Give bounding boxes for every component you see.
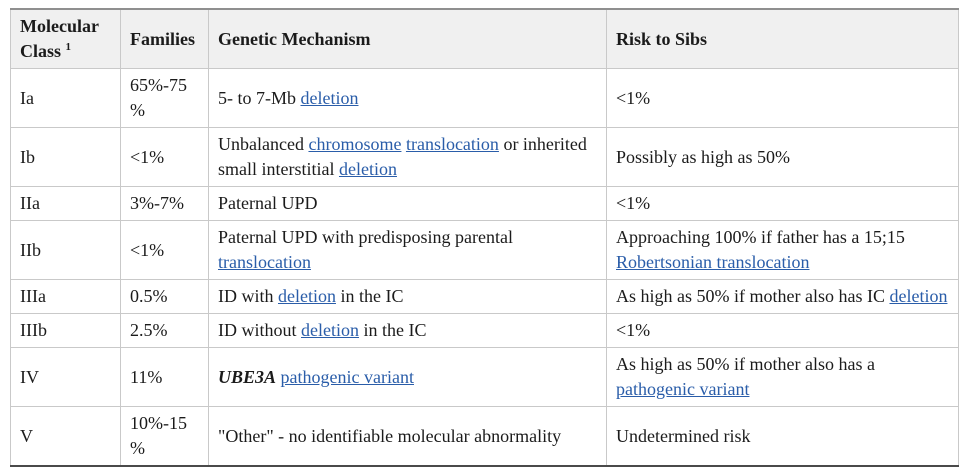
inline-link[interactable]: translocation [405, 134, 499, 154]
cell-families: 2.5% [120, 313, 209, 348]
cell-risk-to-sibs: Undetermined risk [606, 406, 959, 467]
cell-families: <1% [120, 220, 209, 280]
table-row: Ib <1% Unbalanced chromosome translocati… [10, 127, 959, 187]
inline-link[interactable]: translocation [218, 252, 311, 272]
text-segment: As high as 50% if mother also has IC [616, 286, 890, 306]
cell-risk-to-sibs: <1% [606, 313, 959, 348]
inline-link[interactable]: Robertsonian translocation [616, 252, 810, 272]
cell-risk-to-sibs: <1% [606, 68, 959, 128]
cell-families: 11% [120, 347, 209, 407]
molecular-class-table: Molecular Class 1 Families Genetic Mecha… [10, 8, 959, 467]
cell-genetic-mechanism: Paternal UPD with predisposing parental … [208, 220, 607, 280]
cell-risk-to-sibs: As high as 50% if mother also has IC del… [606, 279, 959, 314]
text-segment: "Other" - no identifiable molecular abno… [218, 425, 562, 446]
cell-families: 65%-75% [120, 68, 209, 128]
header-row: Molecular Class 1 Families Genetic Mecha… [10, 8, 959, 69]
text-segment: <1% [616, 87, 651, 108]
footnote-ref: 1 [65, 41, 72, 53]
cell-risk-to-sibs: Approaching 100% if father has a 15;15 R… [606, 220, 959, 280]
inline-link[interactable]: deletion [278, 286, 336, 306]
column-header-families: Families [120, 8, 209, 69]
cell-molecular-class: Ia [10, 68, 121, 128]
text-segment: UBE3A [218, 366, 277, 387]
cell-genetic-mechanism: "Other" - no identifiable molecular abno… [208, 406, 607, 467]
cell-risk-to-sibs: <1% [606, 186, 959, 221]
cell-genetic-mechanism: Paternal UPD [208, 186, 607, 221]
text-segment: Paternal UPD [218, 193, 318, 213]
text-segment: Undetermined risk [616, 425, 751, 446]
column-header-molecular-class: Molecular Class 1 [10, 8, 121, 69]
text-segment: Unbalanced [218, 134, 309, 154]
text-segment: Approaching 100% if father has a 15;15 [616, 227, 905, 247]
text-segment: <1% [616, 193, 651, 213]
cell-families: 0.5% [120, 279, 209, 314]
table-row: IIa 3%-7% Paternal UPD <1% [10, 186, 959, 221]
cell-molecular-class: Ib [10, 127, 121, 187]
cell-families: 3%-7% [120, 186, 209, 221]
inline-link[interactable]: pathogenic variant [616, 379, 750, 399]
cell-families: <1% [120, 127, 209, 187]
table-row: V 10%-15% "Other" - no identifiable mole… [10, 406, 959, 467]
text-segment: As high as 50% if mother also has a [616, 354, 875, 374]
cell-molecular-class: V [10, 406, 121, 467]
table-body: Ia 65%-75% 5- to 7-Mb deletion <1% Ib <1… [10, 68, 959, 467]
cell-genetic-mechanism: Unbalanced chromosome translocation or i… [208, 127, 607, 187]
cell-molecular-class: IIIa [10, 279, 121, 314]
cell-molecular-class: IV [10, 347, 121, 407]
inline-link[interactable]: deletion [338, 159, 397, 179]
text-segment: ID with [218, 286, 278, 306]
inline-link[interactable]: deletion [889, 286, 948, 306]
table-row: IIIb 2.5% ID without deletion in the IC … [10, 313, 959, 348]
inline-link[interactable]: deletion [300, 87, 359, 108]
table-row: IV 11% UBE3A pathogenic variant As high … [10, 347, 959, 407]
text-segment: in the IC [335, 286, 404, 306]
cell-risk-to-sibs: As high as 50% if mother also has a path… [606, 347, 959, 407]
inline-link[interactable]: pathogenic variant [280, 366, 414, 387]
text-segment: or inherited small interstitial [218, 134, 587, 179]
inline-link[interactable]: chromosome [308, 134, 402, 154]
cell-molecular-class: IIIb [10, 313, 121, 348]
inline-link[interactable]: deletion [301, 320, 359, 340]
cell-risk-to-sibs: Possibly as high as 50% [606, 127, 959, 187]
table-row: IIIa 0.5% ID with deletion in the IC As … [10, 279, 959, 314]
text-segment: <1% [616, 320, 651, 340]
text-segment: Possibly as high as 50% [616, 146, 791, 167]
text-segment: in the IC [358, 320, 427, 340]
cell-genetic-mechanism: ID without deletion in the IC [208, 313, 607, 348]
cell-genetic-mechanism: UBE3A pathogenic variant [208, 347, 607, 407]
text-segment: Paternal UPD with predisposing parental [218, 227, 513, 247]
column-header-genetic-mechanism: Genetic Mechanism [208, 8, 607, 69]
header-label: Molecular Class [20, 16, 99, 61]
text-segment: ID without [218, 320, 301, 340]
column-header-risk-to-sibs: Risk to Sibs [606, 8, 959, 69]
cell-molecular-class: IIb [10, 220, 121, 280]
cell-genetic-mechanism: ID with deletion in the IC [208, 279, 607, 314]
cell-molecular-class: IIa [10, 186, 121, 221]
text-segment: 5- to 7-Mb [218, 87, 301, 108]
cell-genetic-mechanism: 5- to 7-Mb deletion [208, 68, 607, 128]
cell-families: 10%-15% [120, 406, 209, 467]
table-row: IIb <1% Paternal UPD with predisposing p… [10, 220, 959, 280]
table-row: Ia 65%-75% 5- to 7-Mb deletion <1% [10, 68, 959, 128]
